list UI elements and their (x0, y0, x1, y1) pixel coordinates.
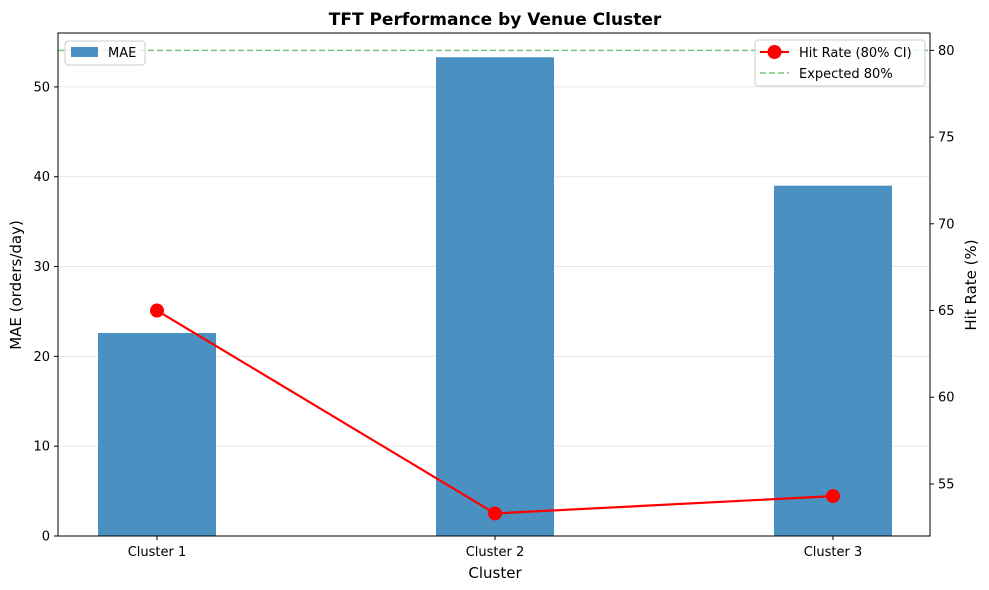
y-tick-label-3: 30 (33, 260, 50, 275)
y-tick-label-1: 10 (33, 440, 50, 455)
x-axis: Cluster 1 Cluster 2 Cluster 3 (128, 536, 863, 560)
legend-right: Hit Rate (80% CI) Expected 80% (754, 39, 926, 87)
legend-label-mae: MAE (108, 46, 136, 61)
legend-right-box (754, 39, 926, 87)
legend-marker-hit-rate (767, 45, 782, 59)
hit-rate-point-1 (150, 303, 164, 318)
legend-swatch-mae (71, 47, 98, 57)
x-axis-label: Cluster (468, 564, 522, 582)
bar-mae-1 (98, 333, 216, 536)
y-tick-label-5: 50 (33, 80, 50, 95)
bar-mae-3 (774, 185, 892, 537)
legend-label-hit-rate: Hit Rate (80% CI) (799, 46, 912, 61)
chart-title: TFT Performance by Venue Cluster (329, 10, 662, 30)
y2-tick-label-5: 80 (938, 44, 955, 59)
hit-rate-point-2 (488, 506, 502, 521)
hit-rate-point-3 (826, 489, 840, 504)
y-tick-label-2: 20 (33, 350, 50, 365)
x-tick-label-3: Cluster 3 (804, 545, 863, 560)
y2-tick-label-1: 60 (938, 391, 955, 406)
plot-frame (57, 32, 931, 537)
bar-series-mae (98, 57, 892, 537)
y-axis-right: 55 60 65 70 75 80 (930, 44, 955, 492)
y2-tick-label-3: 70 (938, 217, 955, 232)
y2-tick-label-0: 55 (938, 477, 955, 492)
legend-left: MAE (64, 40, 146, 66)
y2-tick-label-2: 65 (938, 304, 955, 319)
x-tick-label-2: Cluster 2 (466, 545, 525, 560)
bar-mae-2 (436, 57, 554, 537)
hit-rate-series (150, 303, 840, 521)
x-tick-label-1: Cluster 1 (128, 545, 187, 560)
y-tick-label-4: 40 (33, 170, 50, 185)
y-axis-label: MAE (orders/day) (7, 220, 25, 350)
legend-label-expected: Expected 80% (799, 67, 893, 82)
y2-tick-label-4: 75 (938, 131, 955, 146)
y-axis-left: 0 10 20 30 40 50 (33, 80, 58, 545)
y2-axis-label: Hit Rate (%) (962, 239, 980, 330)
y-tick-label-0: 0 (42, 530, 50, 545)
